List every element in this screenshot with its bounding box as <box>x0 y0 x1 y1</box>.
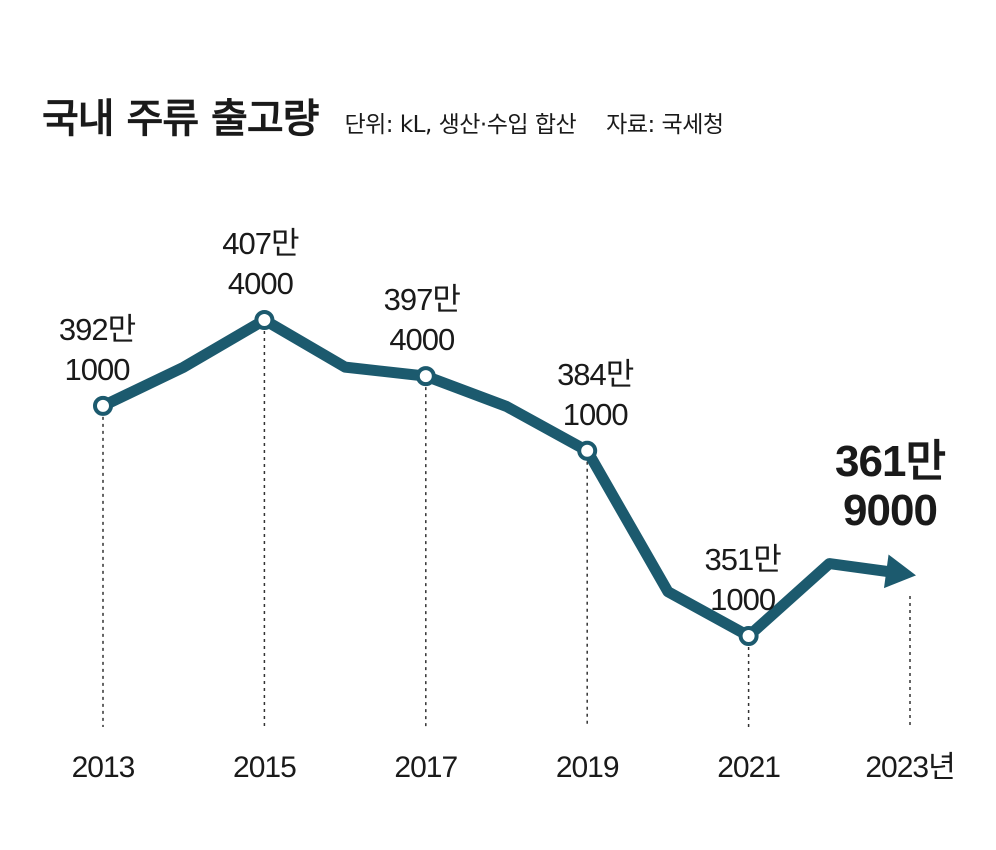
x-tick-label-2019: 2019 <box>556 751 619 784</box>
data-label-2013-line2: 1000 <box>65 352 131 387</box>
x-tick-label-2021: 2021 <box>717 751 780 784</box>
x-tick-group: 2013 2015 2017 2019 2021 2023년 <box>72 751 956 784</box>
data-label-group: 392만 1000 407만 4000 397만 4000 384만 1000 351만 1000… <box>59 226 947 617</box>
series-arrowhead <box>883 554 916 589</box>
point-marker-2017 <box>415 366 436 387</box>
series-line <box>97 314 896 642</box>
data-label-2015-line2: 4000 <box>228 266 294 301</box>
unit-note: 단위: kL, 생산·수입 합산 <box>344 112 577 138</box>
point-marker-2015 <box>254 310 275 330</box>
series-group <box>97 314 916 642</box>
guide-lines <box>102 331 911 727</box>
data-label-2023-line1: 361만 <box>835 437 945 486</box>
data-label-2021-line2: 1000 <box>710 582 776 617</box>
x-tick-label-2023: 2023년 <box>865 751 954 784</box>
point-marker-2013 <box>93 395 113 416</box>
x-tick-label-2015: 2015 <box>233 751 296 784</box>
point-marker-2021 <box>738 626 759 646</box>
marker-group <box>93 310 759 646</box>
data-label-2017-line1: 397만 <box>384 282 461 317</box>
source-note: 자료: 국세청 <box>606 112 724 138</box>
data-label-2013-line1: 392만 <box>59 312 136 347</box>
data-label-2021-line1: 351만 <box>704 542 781 577</box>
data-label-2017-line2: 4000 <box>389 322 455 357</box>
x-tick-label-2017: 2017 <box>394 751 457 784</box>
data-label-2019-line2: 1000 <box>563 397 629 432</box>
x-tick-label-2013: 2013 <box>72 751 135 784</box>
chart-header: 국내 주류 출고량 단위: kL, 생산·수입 합산 자료: 국세청 <box>42 86 724 144</box>
chart-title: 국내 주류 출고량 <box>42 96 319 142</box>
data-label-2015-line1: 407만 <box>222 226 299 261</box>
point-marker-2019 <box>577 440 598 461</box>
data-label-2019-line1: 384만 <box>557 357 634 392</box>
data-label-2023-line2: 9000 <box>843 486 937 535</box>
